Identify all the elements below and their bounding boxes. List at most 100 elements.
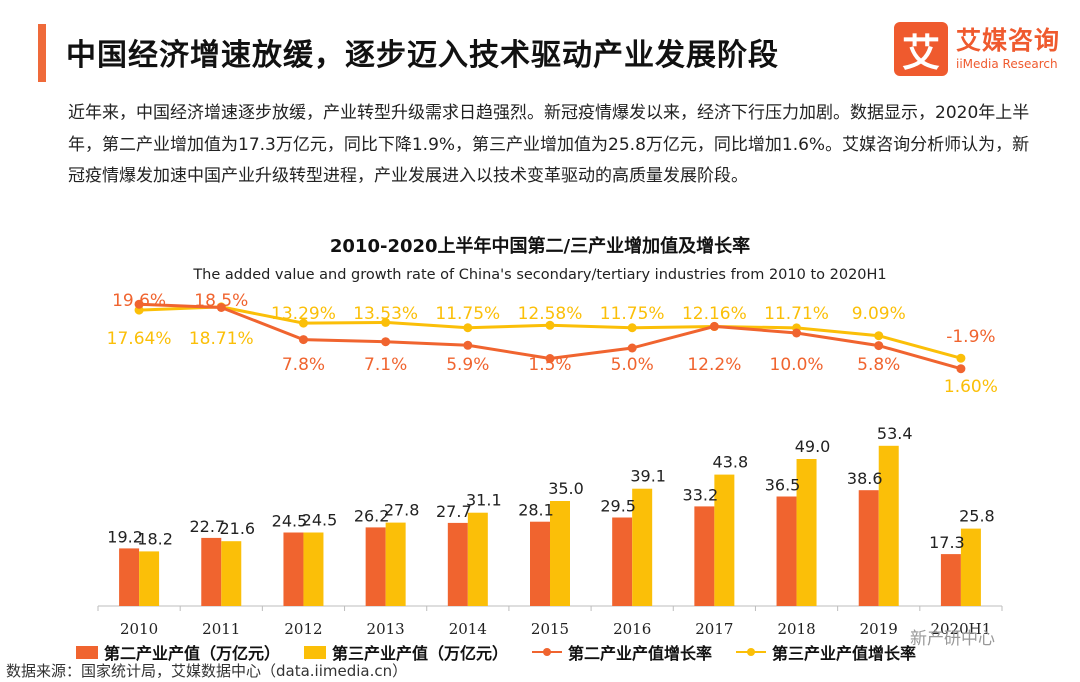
line-label-secondary: 5.8% bbox=[857, 355, 900, 375]
point-secondary-growth bbox=[463, 340, 473, 350]
bar-label-tertiary: 25.8 bbox=[959, 507, 995, 526]
point-tertiary-growth bbox=[381, 317, 391, 327]
bar-label-secondary: 26.2 bbox=[354, 506, 390, 525]
page-title: 中国经济增速放缓，逐步迈入技术驱动产业发展阶段 bbox=[66, 38, 779, 73]
combo-chart: 19.218.2 2010 22.721.6 2011 24.524.5 2012 26.2… bbox=[97, 291, 1003, 638]
bar-secondary bbox=[776, 496, 797, 606]
bar-secondary bbox=[447, 522, 468, 606]
bar-secondary bbox=[283, 532, 304, 606]
line-label-tertiary: 1.60% bbox=[944, 377, 998, 397]
point-tertiary-growth bbox=[545, 320, 555, 330]
legend-item-tertiary-bar: 第三产业产值（万亿元） bbox=[304, 640, 508, 664]
legend-label-tertiary-line: 第三产业产值增长率 bbox=[772, 644, 917, 663]
bar-label-tertiary: 31.1 bbox=[466, 491, 502, 510]
watermark: 新产研中心 bbox=[910, 629, 995, 649]
point-secondary-growth bbox=[874, 341, 884, 351]
logo-mark-icon: 艾 bbox=[894, 22, 948, 76]
legend-label-secondary-bar: 第二产业产值（万亿元） bbox=[104, 644, 281, 663]
line-label-secondary: -1.9% bbox=[946, 327, 995, 347]
title-accent-bar bbox=[38, 24, 46, 82]
logo-text: 艾媒咨询 iiMedia Research bbox=[956, 26, 1060, 72]
bar-tertiary bbox=[303, 532, 324, 606]
bar-tertiary bbox=[796, 459, 817, 606]
x-tick-label: 2012 bbox=[284, 620, 322, 638]
chart-title: 2010-2020上半年中国第二/三产业增加值及增长率 bbox=[329, 236, 751, 257]
point-tertiary-growth bbox=[874, 331, 884, 341]
bar-tertiary bbox=[960, 528, 981, 606]
line-label-secondary: 19.6% bbox=[112, 291, 166, 311]
x-tick-label: 2018 bbox=[777, 620, 815, 638]
legend-label-secondary-line: 第二产业产值增长率 bbox=[568, 644, 713, 663]
bar-secondary bbox=[201, 537, 222, 606]
legend-item-tertiary-line: 第三产业产值增长率 bbox=[736, 640, 916, 664]
bar-secondary bbox=[940, 554, 961, 606]
bar-label-secondary: 28.1 bbox=[518, 501, 554, 520]
line-label-secondary: 5.9% bbox=[446, 355, 489, 375]
x-tick-label: 2020H1 bbox=[931, 620, 992, 638]
bar-label-secondary: 38.6 bbox=[847, 469, 883, 488]
bar-secondary bbox=[612, 517, 633, 606]
bar-label-tertiary: 24.5 bbox=[302, 511, 338, 530]
legend-item-secondary-bar: 第二产业产值（万亿元） bbox=[76, 640, 280, 664]
legend-swatch-secondary bbox=[76, 645, 98, 659]
bar-label-tertiary: 49.0 bbox=[795, 437, 831, 456]
bar-tertiary bbox=[139, 551, 160, 606]
bar-tertiary bbox=[221, 541, 242, 606]
x-tick-label: 2015 bbox=[531, 620, 569, 638]
chart-legend: 第二产业产值（万亿元） 第三产业产值（万亿元） 第二产业产值增长率 第三产业产值… bbox=[76, 640, 940, 664]
bar-label-secondary: 27.7 bbox=[436, 502, 472, 521]
legend-line-key-secondary bbox=[532, 645, 563, 659]
bar-label-secondary: 36.5 bbox=[765, 476, 801, 495]
x-tick-label: 2017 bbox=[695, 620, 733, 638]
bar-label-tertiary: 39.1 bbox=[630, 467, 666, 486]
logo-name-en: iiMedia Research bbox=[956, 57, 1058, 71]
bar-label-secondary: 33.2 bbox=[683, 485, 719, 504]
point-tertiary-growth bbox=[956, 353, 966, 363]
line-label-tertiary: 13.29% bbox=[271, 304, 336, 324]
bar-label-tertiary: 35.0 bbox=[548, 479, 584, 498]
bar-label-tertiary: 43.8 bbox=[713, 453, 749, 472]
line-label-tertiary: 12.16% bbox=[682, 304, 747, 324]
line-label-secondary: 18.5% bbox=[194, 291, 248, 311]
point-tertiary-growth bbox=[298, 318, 308, 328]
bar-tertiary bbox=[467, 512, 488, 606]
bar-label-secondary: 22.7 bbox=[189, 517, 225, 536]
bar-label-tertiary: 18.2 bbox=[137, 529, 173, 548]
legend-line-key-tertiary bbox=[736, 645, 767, 659]
line-label-tertiary: 11.71% bbox=[764, 304, 829, 324]
bar-tertiary bbox=[714, 474, 735, 606]
line-label-tertiary: 12.58% bbox=[518, 304, 583, 324]
data-source: 数据来源：国家统计局，艾媒数据中心（data.iimedia.cn） bbox=[6, 662, 408, 680]
bar-label-tertiary: 27.8 bbox=[384, 501, 420, 520]
line-label-secondary: 1.5% bbox=[528, 355, 571, 375]
line-label-tertiary: 17.64% bbox=[107, 329, 172, 349]
legend-item-secondary-line: 第二产业产值增长率 bbox=[532, 640, 712, 664]
bar-secondary bbox=[365, 527, 386, 606]
bar-tertiary bbox=[632, 488, 653, 606]
line-label-secondary: 12.2% bbox=[687, 355, 741, 375]
point-secondary-growth bbox=[298, 335, 308, 345]
bar-secondary bbox=[858, 490, 879, 606]
point-tertiary-growth bbox=[463, 323, 473, 333]
x-tick-label: 2014 bbox=[449, 620, 487, 638]
logo-name-cn: 艾媒咨询 bbox=[956, 26, 1061, 55]
line-label-secondary: 10.0% bbox=[770, 355, 824, 375]
bar-tertiary bbox=[385, 522, 406, 606]
line-label-tertiary: 18.71% bbox=[189, 329, 254, 349]
chart-subtitle: The added value and growth rate of China… bbox=[193, 267, 887, 283]
point-secondary-growth bbox=[709, 321, 719, 331]
x-tick-label: 2010 bbox=[120, 620, 158, 638]
bar-label-secondary: 19.2 bbox=[107, 527, 143, 546]
bar-secondary bbox=[119, 548, 140, 606]
line-label-secondary: 5.0% bbox=[611, 355, 654, 375]
bar-tertiary bbox=[878, 445, 899, 606]
point-tertiary-growth bbox=[627, 323, 637, 333]
x-tick-label: 2019 bbox=[860, 620, 898, 638]
intro-paragraph: 近年来，中国经济增速逐步放缓，产业转型升级需求日趋强烈。新冠疫情爆发以来，经济下… bbox=[68, 103, 1030, 186]
bar-secondary bbox=[530, 521, 550, 606]
bar-label-tertiary: 21.6 bbox=[219, 519, 255, 538]
x-tick-label: 2013 bbox=[367, 620, 405, 638]
point-secondary-growth bbox=[956, 364, 966, 374]
point-secondary-growth bbox=[792, 328, 802, 338]
line-label-secondary: 7.1% bbox=[364, 355, 407, 375]
